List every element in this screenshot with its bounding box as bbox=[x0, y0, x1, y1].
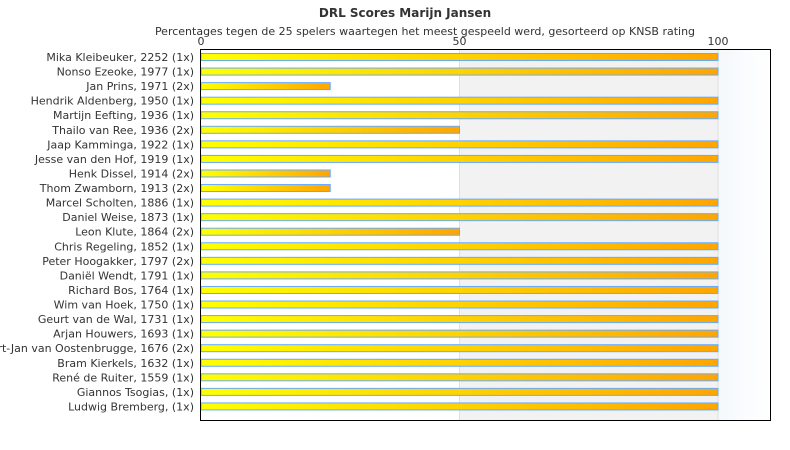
bar bbox=[200, 271, 719, 280]
category-label: Chris Regeling, 1852 (1x) bbox=[54, 240, 194, 253]
category-label: Geurt van de Wal, 1731 (1x) bbox=[38, 313, 194, 326]
bar bbox=[200, 96, 719, 105]
bar bbox=[200, 329, 719, 338]
category-label: Daniel Weise, 1873 (1x) bbox=[62, 211, 194, 224]
category-label: Henk Dissel, 1914 (2x) bbox=[69, 167, 194, 180]
x-tick-label: 50 bbox=[453, 35, 467, 48]
x-tick-label: 100 bbox=[708, 35, 729, 48]
bar bbox=[200, 242, 719, 251]
category-label: Richard Bos, 1764 (1x) bbox=[68, 284, 194, 297]
bar bbox=[200, 82, 331, 91]
x-tick-label: 0 bbox=[198, 35, 205, 48]
category-label: Bram Kierkels, 1632 (1x) bbox=[57, 357, 194, 370]
bar bbox=[200, 373, 719, 382]
chart-subtitle: Percentages tegen de 25 spelers waartege… bbox=[154, 25, 696, 38]
bar bbox=[200, 387, 719, 396]
bar bbox=[200, 67, 719, 76]
bar bbox=[200, 154, 719, 163]
bar bbox=[200, 300, 719, 309]
category-label: Arjan Houwers, 1693 (1x) bbox=[53, 328, 194, 341]
bar bbox=[200, 125, 460, 134]
category-label: Thailo van Ree, 1936 (2x) bbox=[51, 124, 194, 137]
bar bbox=[200, 140, 719, 149]
bar bbox=[200, 256, 719, 265]
bar bbox=[200, 111, 719, 120]
category-label: Jan Prins, 1971 (2x) bbox=[85, 80, 194, 93]
grid-band-end bbox=[718, 50, 770, 420]
category-label: Mika Kleibeuker, 2252 (1x) bbox=[46, 51, 194, 64]
bar bbox=[200, 169, 331, 178]
bar bbox=[200, 227, 460, 236]
category-label: Hendrik Aldenberg, 1950 (1x) bbox=[31, 95, 194, 108]
bar bbox=[200, 53, 719, 61]
category-label: Ludwig Bremberg, (1x) bbox=[68, 400, 194, 413]
chart-title: DRL Scores Marijn Jansen bbox=[318, 6, 492, 20]
bar bbox=[200, 285, 719, 294]
bar bbox=[200, 315, 719, 324]
bar bbox=[200, 184, 331, 193]
bar bbox=[200, 402, 719, 411]
category-label: Giannos Tsogias, (1x) bbox=[77, 386, 194, 399]
category-label: Nonso Ezeoke, 1977 (1x) bbox=[57, 66, 194, 79]
category-label: Leon Klute, 1864 (2x) bbox=[75, 226, 194, 239]
category-label: Wim van Hoek, 1750 (1x) bbox=[54, 299, 194, 312]
category-label: Marcel Scholten, 1886 (1x) bbox=[46, 197, 194, 210]
category-label: Thom Zwamborn, 1913 (2x) bbox=[39, 182, 194, 195]
category-label: Peter Hoogakker, 1797 (2x) bbox=[42, 255, 194, 268]
category-label: Jesse van den Hof, 1919 (1x) bbox=[34, 153, 194, 166]
category-label: Martijn Eefting, 1936 (1x) bbox=[53, 109, 194, 122]
bar bbox=[200, 213, 719, 222]
bar bbox=[200, 358, 719, 367]
category-label: Jaap Kamminga, 1922 (1x) bbox=[46, 138, 194, 151]
bar bbox=[200, 198, 719, 207]
plot-border bbox=[200, 49, 771, 421]
category-label: Daniël Wendt, 1791 (1x) bbox=[60, 269, 194, 282]
bar bbox=[200, 344, 719, 353]
category-label: René de Ruiter, 1559 (1x) bbox=[52, 371, 194, 384]
category-label: Bert-Jan van Oostenbrugge, 1676 (2x) bbox=[0, 342, 194, 355]
